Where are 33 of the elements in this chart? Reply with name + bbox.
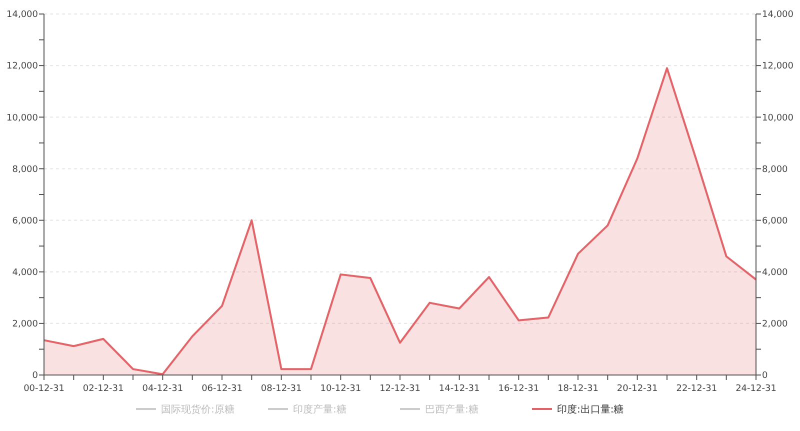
x-tick-label: 18-12-31 [558,384,598,394]
y2-tick-label: 0 [762,371,768,382]
x-tick-label: 20-12-31 [616,384,658,394]
x-tick-label: 04-12-31 [142,384,184,394]
x-tick-label: 06-12-31 [202,384,242,394]
y2-tick-label: 14,000 [762,10,794,20]
x-tick-label: 10-12-31 [320,384,362,394]
y-tick-label: 14,000 [6,10,38,20]
y2-tick-label: 12,000 [762,62,794,72]
legend-label: 印度产量:糖 [293,404,346,416]
y-tick-label: 0 [32,371,38,382]
x-tick-label: 16-12-31 [498,384,540,394]
x-tick-label: 24-12-31 [736,384,776,394]
y2-tick-label: 4,000 [762,268,788,278]
y2-tick-label: 8,000 [762,164,788,175]
x-tick-label: 02-12-31 [82,384,124,394]
y2-tick-label: 10,000 [762,113,794,124]
y-tick-label: 12,000 [6,62,38,72]
y-tick-label: 6,000 [12,216,38,226]
y-tick-label: 2,000 [12,320,38,330]
y-tick-label: 10,000 [6,113,38,124]
x-tick-label: 08-12-31 [260,384,302,394]
x-tick-label: 22-12-31 [676,384,718,394]
y2-tick-label: 2,000 [762,320,788,330]
y-tick-label: 8,000 [12,164,38,175]
legend-label: 印度:出口量:糖 [557,404,624,416]
legend-label: 巴西产量:糖 [425,404,478,416]
x-tick-label: 14-12-31 [438,384,480,394]
y2-tick-label: 6,000 [762,216,788,226]
x-tick-label: 12-12-31 [380,384,420,394]
y-tick-label: 4,000 [12,268,38,278]
x-tick-label: 00-12-31 [24,384,64,394]
legend-label: 国际现货价:原糖 [161,404,234,416]
